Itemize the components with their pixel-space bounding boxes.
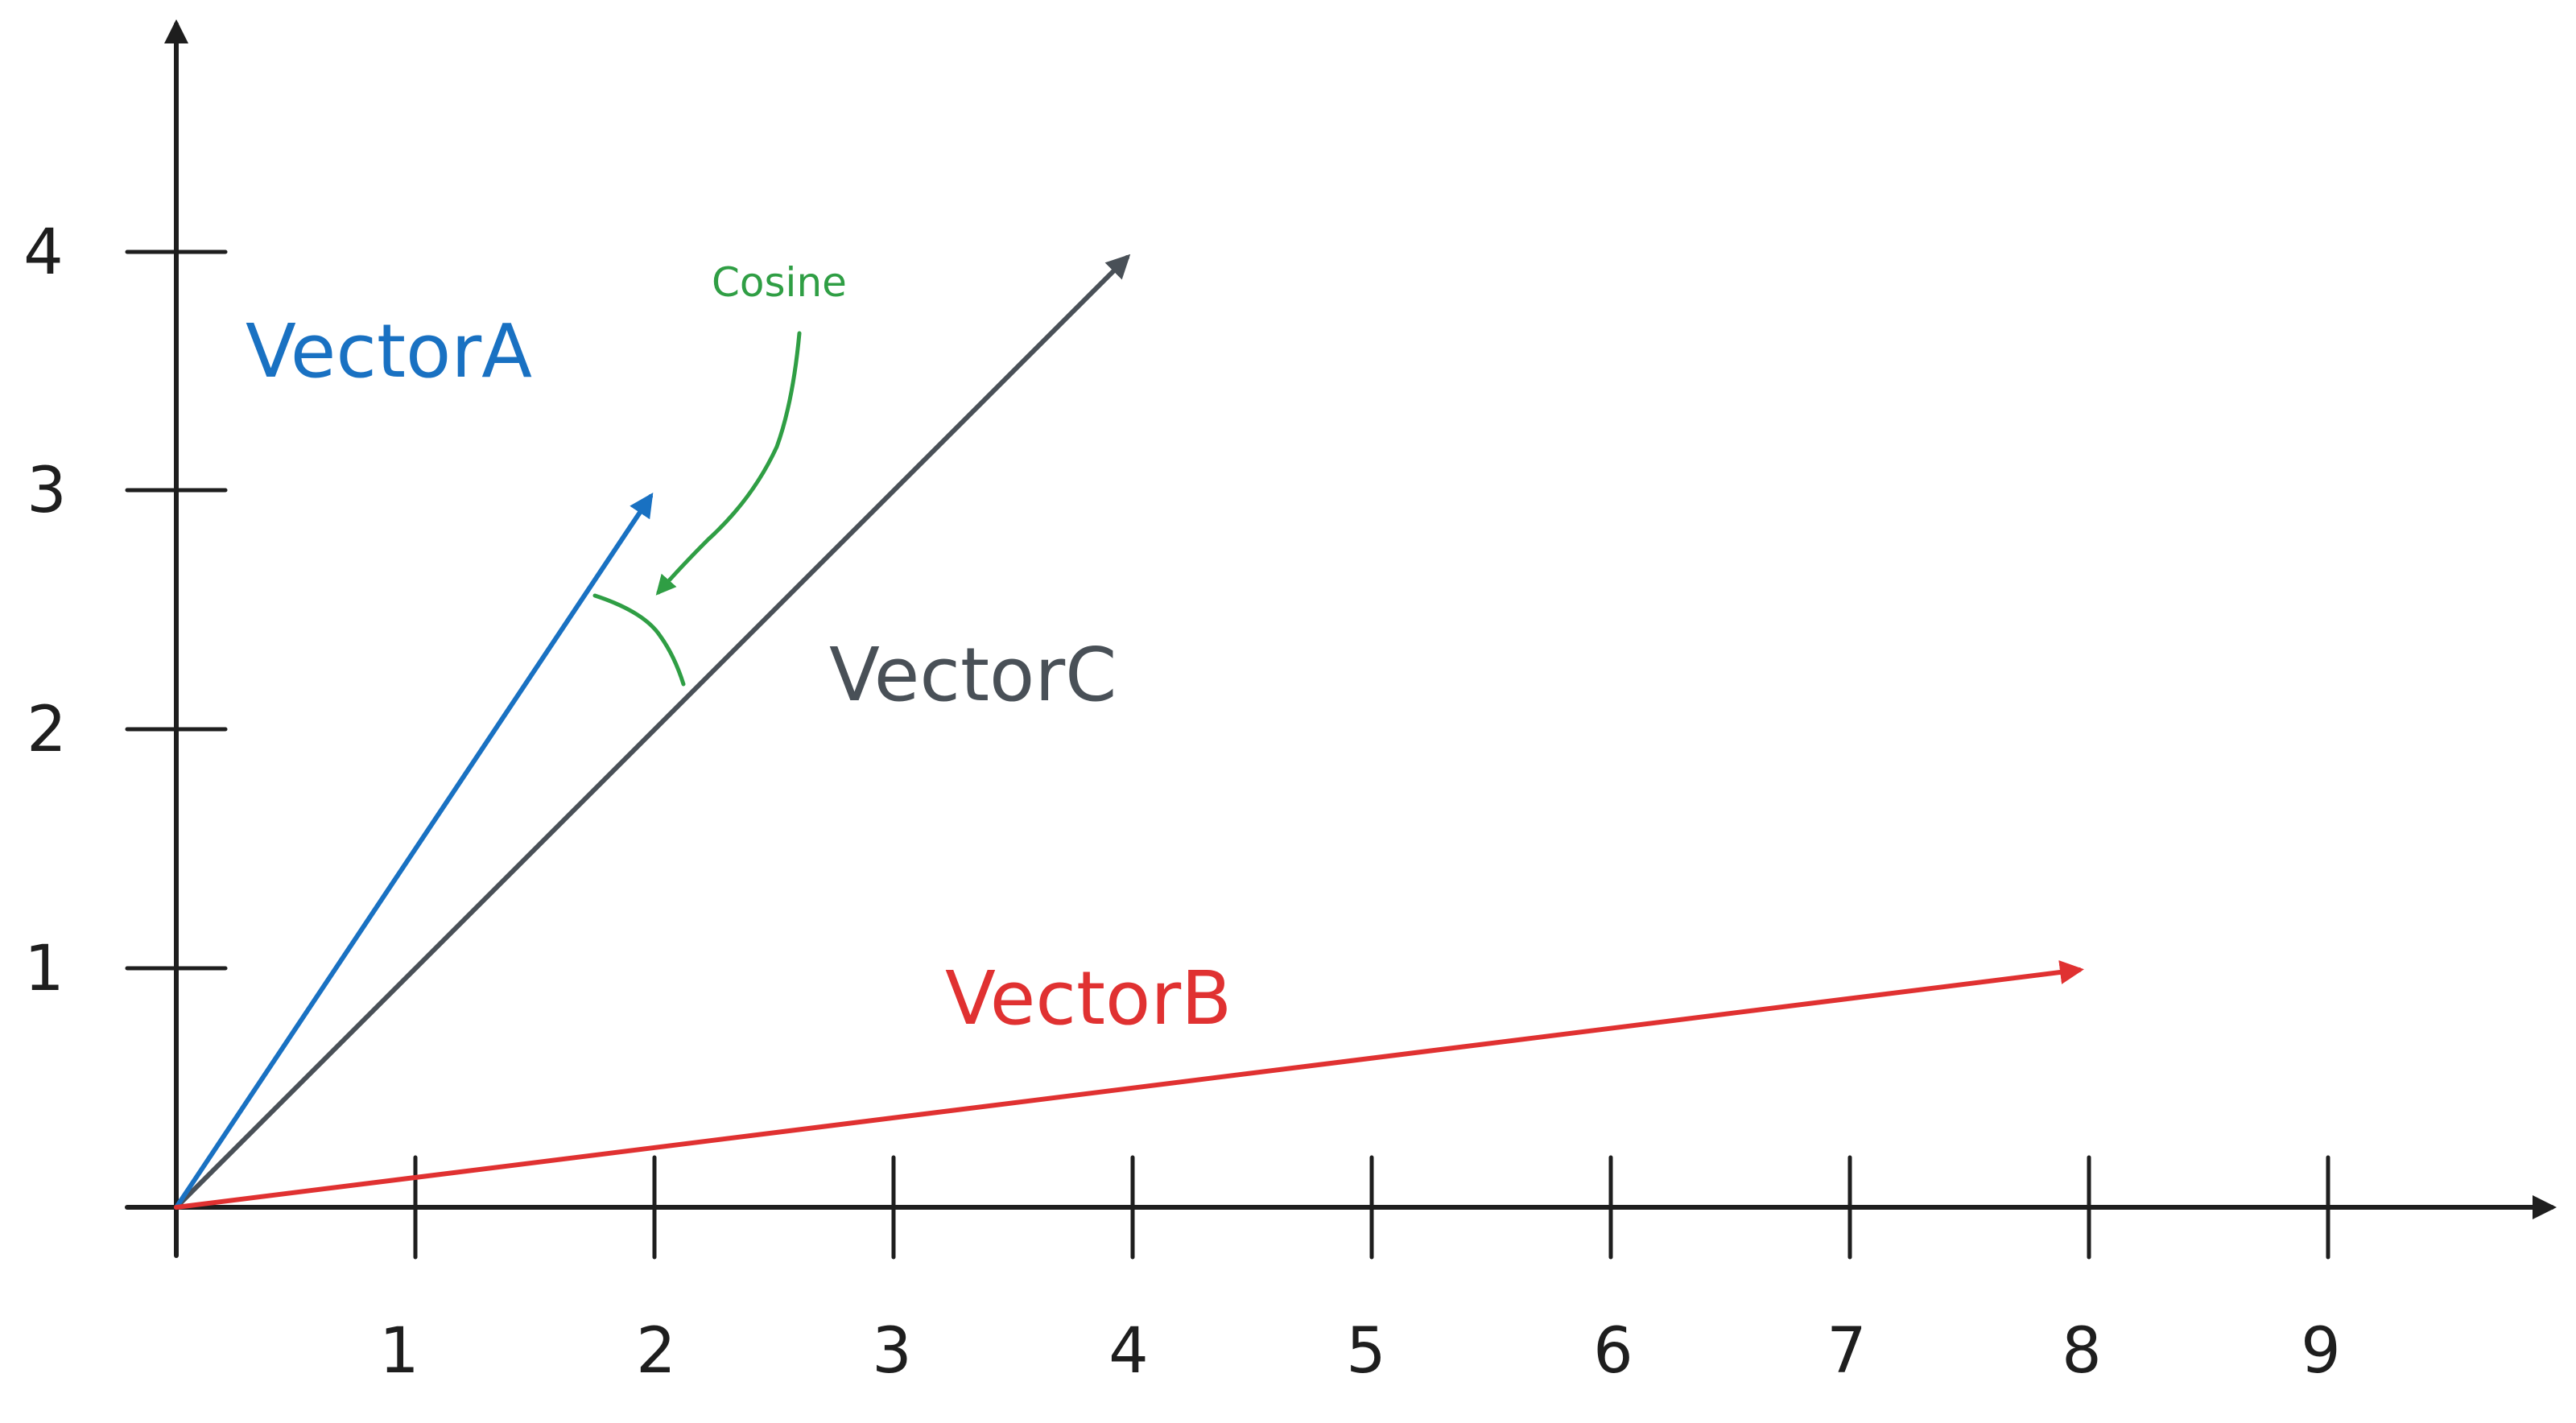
angle-arc: [592, 593, 686, 687]
cosine-pointer-arrow: [655, 331, 802, 596]
x-tick-label-9: 9: [2301, 1315, 2341, 1388]
vector-b-arrow: [174, 960, 2084, 1210]
x-tick-label-1: 1: [379, 1315, 419, 1388]
x-ticks: [413, 1155, 2330, 1260]
x-tick-label-2: 2: [636, 1315, 676, 1388]
vector-b-label: VectorB: [945, 955, 1232, 1041]
x-tick-label-7: 7: [1827, 1315, 1867, 1388]
x-tick-label-6: 6: [1593, 1315, 1633, 1388]
vector-a-label: VectorA: [246, 308, 532, 394]
x-tick-label-3: 3: [872, 1315, 912, 1388]
y-tick-labels: 1 2 3 4: [23, 217, 67, 1005]
vector-c-arrow: [174, 254, 1131, 1210]
y-ticks: [125, 250, 228, 971]
axes: [125, 19, 2557, 1260]
y-tick-label-4: 4: [23, 217, 64, 289]
vectors: [174, 254, 2084, 1210]
x-tick-label-8: 8: [2062, 1315, 2102, 1388]
x-tick-labels: 1 2 3 4 5 6 7 8 9: [379, 1315, 2341, 1388]
y-tick-label-3: 3: [27, 455, 67, 527]
vector-c-label: VectorC: [829, 632, 1117, 718]
y-tick-label-1: 1: [24, 933, 64, 1005]
cosine-label: Cosine: [712, 259, 847, 306]
vector-a-arrow: [174, 493, 654, 1210]
y-tick-label-2: 2: [27, 694, 67, 766]
cosine-annotation: [592, 331, 802, 687]
x-tick-label-5: 5: [1346, 1315, 1386, 1388]
x-tick-label-4: 4: [1108, 1315, 1149, 1388]
